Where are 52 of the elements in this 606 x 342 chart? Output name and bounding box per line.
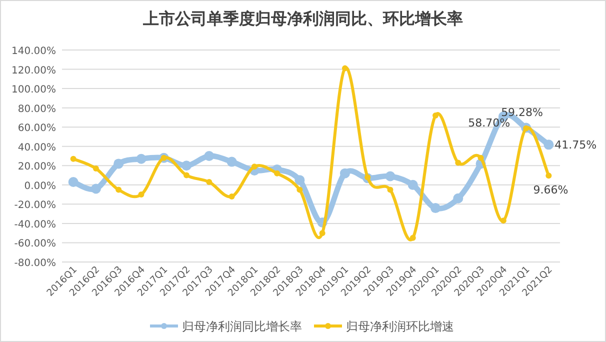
chart-title: 上市公司单季度归母净利润同比、环比增长率 <box>142 9 463 28</box>
point <box>136 154 146 164</box>
y-tick-label: -40.00% <box>14 219 56 230</box>
y-tick-label: 140.00% <box>12 46 56 57</box>
point <box>206 179 212 186</box>
y-tick-label: -60.00% <box>14 238 56 250</box>
point <box>226 156 237 167</box>
y-tick-label: 80.00% <box>18 104 56 115</box>
y-tick-label: -80.00% <box>14 258 56 269</box>
y-tick-label: 0.00% <box>24 180 56 192</box>
point <box>478 154 484 161</box>
point <box>204 151 214 161</box>
point <box>430 203 440 214</box>
point <box>68 177 78 188</box>
point <box>500 218 506 224</box>
point <box>385 171 396 182</box>
point <box>342 65 348 72</box>
y-tick-label: 120.00% <box>12 65 56 76</box>
data-label: 59.28% <box>501 106 544 119</box>
point <box>70 156 76 162</box>
legend-label: 归母净利润环比增速 <box>346 320 454 334</box>
point <box>410 234 416 241</box>
point <box>432 112 438 119</box>
data-label: 58.70% <box>468 116 510 130</box>
point <box>274 170 280 176</box>
y-tick-label: -20.00% <box>14 200 56 212</box>
point <box>184 172 190 178</box>
point <box>251 164 258 170</box>
point <box>387 186 394 193</box>
point <box>455 160 462 166</box>
point <box>408 180 418 190</box>
point <box>182 160 192 171</box>
point <box>90 184 101 194</box>
data-label: 41.75% <box>554 138 597 152</box>
point <box>546 172 552 179</box>
point <box>116 186 122 193</box>
y-tick-label: 40.00% <box>18 142 56 154</box>
point <box>294 175 305 186</box>
point <box>544 140 554 150</box>
point <box>340 168 350 178</box>
point <box>453 193 464 204</box>
point <box>114 158 124 169</box>
data-label: 9.66% <box>533 184 568 197</box>
point <box>92 166 99 172</box>
y-tick-label: 100.00% <box>12 84 56 96</box>
point <box>138 192 144 198</box>
legend-label: 归母净利润同比增长率 <box>182 320 302 334</box>
y-tick-label: 20.00% <box>18 162 56 173</box>
point <box>228 193 235 200</box>
point <box>319 230 326 236</box>
point <box>296 186 303 193</box>
y-tick-label: 60.00% <box>18 123 56 134</box>
